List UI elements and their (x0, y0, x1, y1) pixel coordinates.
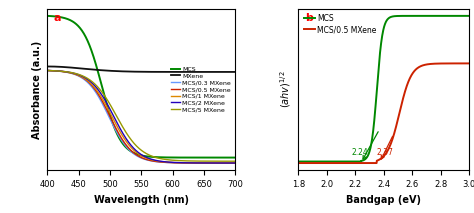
MXene (93, 69, 99, 71)
X-axis label: Wavelength (nm): Wavelength (nm) (94, 195, 189, 205)
MXene (45, 65, 50, 68)
MCS/0.5 MXene (233, 162, 238, 164)
MCS/0.5 MXene (93, 89, 99, 92)
MCS/2 MXene (130, 146, 136, 148)
MCS (399, 15, 405, 17)
MCS (130, 151, 136, 154)
Y-axis label: $(ahv)^{1/2}$: $(ahv)^{1/2}$ (278, 71, 293, 108)
MCS/1 MXene (78, 75, 83, 78)
MXene (186, 71, 192, 73)
MXene (170, 71, 176, 73)
Text: 2.24: 2.24 (351, 148, 368, 157)
MXene (130, 70, 136, 73)
MCS/0.5 MXene (404, 83, 410, 86)
MCS/0.5 MXene (425, 63, 431, 66)
MCS/5 MXene (233, 160, 238, 163)
MCS/0.5 MXene (466, 62, 472, 65)
MCS/5 MXene (78, 74, 83, 76)
MCS/1 MXene (45, 69, 50, 72)
Line: MCS/0.5 MXene: MCS/0.5 MXene (298, 63, 469, 163)
MCS/0.3 MXene (93, 91, 99, 94)
Legend: MCS, MXene, MCS/0.3 MXene, MCS/0.5 MXene, MCS/1 MXene, MCS/2 MXene, MCS/5 MXene: MCS, MXene, MCS/0.3 MXene, MCS/0.5 MXene… (170, 65, 232, 114)
MCS/0.3 MXene (233, 162, 238, 164)
Line: MCS/0.3 MXene: MCS/0.3 MXene (47, 71, 236, 163)
MCS/0.5 MXene (395, 119, 401, 122)
MCS/0.5 MXene (78, 75, 83, 78)
MCS (306, 160, 311, 163)
MCS/0.5 MXene (399, 101, 405, 104)
Line: MCS/5 MXene: MCS/5 MXene (47, 71, 236, 161)
Text: a: a (53, 13, 61, 23)
MCS/5 MXene (155, 157, 161, 159)
MCS/2 MXene (170, 161, 176, 164)
MCS (466, 15, 472, 17)
MCS (78, 28, 83, 30)
MCS/0.5 MXene (295, 162, 301, 164)
MCS/2 MXene (78, 74, 83, 77)
MCS (395, 15, 401, 17)
MCS/0.5 MXene (45, 69, 50, 72)
Text: b: b (305, 13, 313, 23)
MCS/5 MXene (130, 140, 136, 143)
MCS/0.5 MXene (130, 151, 136, 153)
MCS/0.5 MXene (155, 160, 161, 163)
MCS (93, 63, 99, 65)
Legend: MCS, MCS/0.5 MXene: MCS, MCS/0.5 MXene (302, 12, 378, 36)
MCS/0.5 MXene (186, 162, 192, 164)
MCS/2 MXene (233, 162, 238, 164)
MCS (443, 15, 448, 17)
MCS/5 MXene (93, 83, 99, 86)
MCS/5 MXene (170, 159, 176, 161)
MCS/0.5 MXene (443, 62, 448, 65)
MCS/0.3 MXene (186, 162, 192, 164)
MCS/1 MXene (170, 161, 176, 164)
MXene (233, 71, 238, 73)
MCS/1 MXene (93, 88, 99, 90)
X-axis label: Bandgap (eV): Bandgap (eV) (346, 195, 421, 205)
MCS (295, 160, 301, 163)
MCS/2 MXene (45, 69, 50, 72)
MCS/0.3 MXene (130, 152, 136, 154)
MCS/1 MXene (186, 162, 192, 164)
MCS/0.5 MXene (170, 161, 176, 164)
MCS/1 MXene (233, 162, 238, 164)
Y-axis label: Absorbance (a.u.): Absorbance (a.u.) (32, 40, 42, 139)
MCS/0.3 MXene (155, 161, 161, 163)
MCS/2 MXene (155, 160, 161, 162)
Line: MCS: MCS (298, 16, 469, 161)
MCS/0.5 MXene (306, 162, 311, 164)
MCS/1 MXene (155, 160, 161, 163)
MCS (45, 15, 50, 17)
Line: MCS: MCS (47, 16, 236, 158)
MCS/0.3 MXene (170, 161, 176, 164)
MCS (233, 156, 238, 159)
MCS/5 MXene (186, 160, 192, 162)
MCS/2 MXene (186, 162, 192, 164)
Line: MCS/1 MXene: MCS/1 MXene (47, 71, 236, 163)
Line: MXene: MXene (47, 66, 236, 72)
Line: MCS/2 MXene: MCS/2 MXene (47, 71, 236, 163)
MCS (404, 15, 410, 17)
MCS/1 MXene (130, 148, 136, 150)
Line: MCS/0.5 MXene: MCS/0.5 MXene (47, 71, 236, 163)
MCS (170, 156, 176, 159)
MCS/5 MXene (45, 69, 50, 72)
MCS (186, 156, 192, 159)
MCS (425, 15, 431, 17)
Text: 2.37: 2.37 (377, 148, 393, 157)
MCS (155, 156, 161, 158)
MXene (78, 67, 83, 70)
MCS/0.3 MXene (45, 69, 50, 72)
MCS/0.3 MXene (78, 76, 83, 78)
MXene (155, 71, 161, 73)
MCS/2 MXene (93, 85, 99, 88)
